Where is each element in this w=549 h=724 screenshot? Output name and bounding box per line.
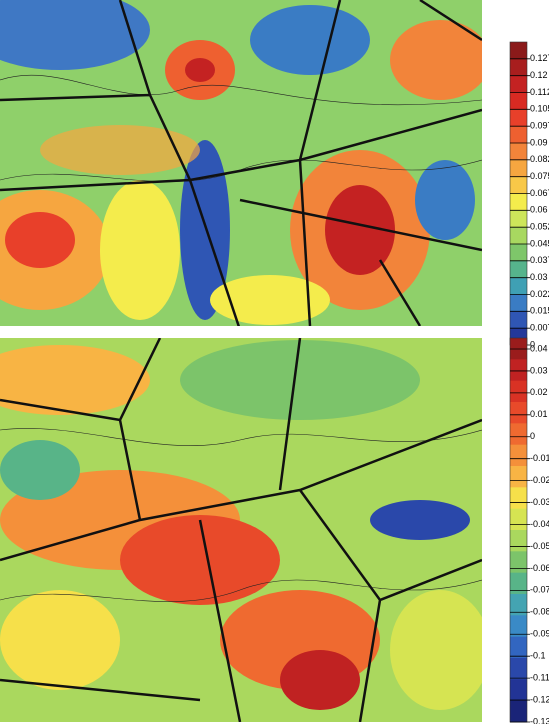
colorbar-tick-label: 0.02 bbox=[530, 387, 548, 397]
colorbar-band bbox=[510, 615, 527, 638]
colorbar-tick-label: 0.045 bbox=[530, 238, 549, 248]
colorbar-band bbox=[510, 359, 527, 382]
colorbar-tick-label: 0.04 bbox=[530, 343, 548, 353]
colorbar-tick-label: -0.08 bbox=[530, 607, 549, 617]
colorbar-band bbox=[510, 227, 527, 245]
colorbar-tick-label: 0.1275 bbox=[530, 53, 549, 63]
colorbar-band bbox=[510, 530, 527, 552]
colorbar-tick-label: -0.1 bbox=[530, 651, 546, 661]
colorbar-band bbox=[510, 176, 527, 194]
colorbar-tick-label: -0.02 bbox=[530, 475, 549, 485]
colorbar-band bbox=[510, 58, 527, 77]
colorbar-band bbox=[510, 42, 527, 60]
colorbar-band bbox=[510, 658, 527, 680]
colorbar-tick-label: 0.0075 bbox=[530, 323, 549, 333]
colorbar-band bbox=[510, 700, 527, 723]
strain-map-top bbox=[0, 0, 482, 326]
colorbar-band bbox=[510, 508, 527, 531]
colorbar-tick-label: 0.01 bbox=[530, 409, 548, 419]
colorbar-band bbox=[510, 551, 527, 574]
colorbar-tick-label: 0.09 bbox=[530, 137, 548, 147]
colorbar-band bbox=[510, 143, 527, 161]
colorbar-band bbox=[510, 487, 527, 510]
colorbar-band bbox=[510, 109, 527, 127]
colorbar-band bbox=[510, 92, 527, 110]
colorbar-band bbox=[510, 466, 527, 488]
colorbar-band bbox=[510, 311, 527, 329]
colorbar-band bbox=[510, 444, 527, 467]
colorbar-tick-label: -0.07 bbox=[530, 585, 549, 595]
colorbar-tick-label: 0 bbox=[530, 431, 535, 441]
colorbar-band bbox=[510, 679, 527, 702]
colorbar-tick-label: 0.0825 bbox=[530, 154, 549, 164]
colorbar-tick-label: 0.0975 bbox=[530, 121, 549, 131]
colorbar-tick-label: 0.015 bbox=[530, 306, 549, 316]
colorbar-tick-label: -0.06 bbox=[530, 563, 549, 573]
colorbar-band bbox=[510, 126, 527, 144]
colorbar-band bbox=[510, 594, 527, 616]
strain-map-bottom bbox=[0, 338, 482, 722]
colorbar-tick-label: 0.105 bbox=[530, 104, 549, 114]
colorbar-tick-label: 0.06 bbox=[530, 205, 548, 215]
colorbar-band bbox=[510, 210, 527, 228]
colorbar-tick-label: -0.11 bbox=[530, 672, 549, 682]
colorbar-tick-label: -0.13 bbox=[530, 716, 549, 724]
colorbar-tick-label: 0 bbox=[530, 339, 535, 349]
colorbar-tick-label: 0.1125 bbox=[530, 87, 549, 97]
colorbar-band bbox=[510, 423, 527, 446]
colorbar-tick-label: -0.03 bbox=[530, 497, 549, 507]
colorbar-tick-label: -0.05 bbox=[530, 541, 549, 551]
colorbar-band bbox=[510, 244, 527, 262]
colorbar-tick-label: -0.04 bbox=[530, 519, 549, 529]
colorbar-tick-label: -0.01 bbox=[530, 453, 549, 463]
colorbar-tick-label: 0.12 bbox=[530, 70, 548, 80]
colorbar-band bbox=[510, 277, 527, 295]
colorbar-tick-label: 0.075 bbox=[530, 171, 549, 181]
colorbar-tick-label: 0.0375 bbox=[530, 255, 549, 265]
colorbar-tick-label: 0.03 bbox=[530, 272, 548, 282]
colorbar-band bbox=[510, 294, 527, 312]
colorbar-band bbox=[510, 75, 527, 93]
colorbars: 0.1275 0.12 0.1125 0.105 0.0975 0.09 0.0825 0.0… bbox=[509, 41, 549, 724]
colorbar-band bbox=[510, 159, 527, 178]
colorbar-tick-label: 0.0525 bbox=[530, 222, 549, 232]
colorbar-tick-label: 0.0225 bbox=[530, 289, 549, 299]
colorbar-band bbox=[510, 380, 527, 403]
colorbar-tick-label: 0.0675 bbox=[530, 188, 549, 198]
colorbar-tick-label: -0.09 bbox=[530, 629, 549, 639]
colorbar-band bbox=[510, 193, 527, 211]
colorbar-tick-label: -0.12 bbox=[530, 694, 549, 704]
colorbar-tick-label: 0.03 bbox=[530, 365, 548, 375]
colorbar-band bbox=[510, 636, 527, 659]
colorbar-band bbox=[510, 572, 527, 595]
colorbar-band bbox=[510, 402, 527, 424]
colorbar-band bbox=[510, 260, 527, 279]
